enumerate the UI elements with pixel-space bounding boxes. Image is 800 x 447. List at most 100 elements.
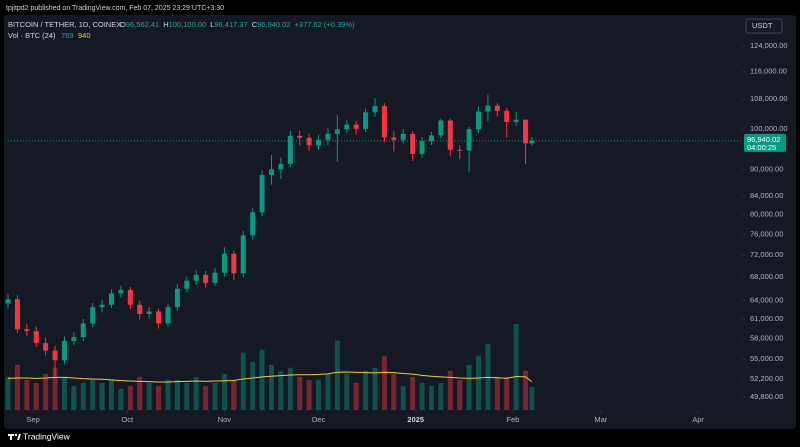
candle-body	[494, 105, 500, 111]
candle-body	[43, 343, 49, 351]
volume-bar	[24, 379, 30, 410]
candle-body	[24, 329, 30, 332]
candle-body	[71, 337, 77, 342]
volume-bar	[457, 379, 463, 410]
chart-title: BITCOIN / TETHER, 1D, COINEX	[8, 20, 121, 29]
volume-bar	[428, 385, 434, 410]
chart-panel	[4, 15, 796, 429]
volume-bar	[447, 370, 453, 410]
volume-bar	[5, 376, 11, 410]
candle-body	[193, 274, 199, 281]
volume-bar	[485, 343, 491, 410]
candle-body	[212, 272, 218, 283]
volume-bar	[372, 367, 378, 410]
volume-bar	[118, 388, 124, 410]
volume-bar	[250, 361, 256, 410]
volume-bar	[504, 376, 510, 410]
published-note: tpjitpd2 published on TradingView.com, F…	[6, 5, 224, 12]
ohlc-value: 96,940.02	[257, 20, 290, 29]
y-tick-label: 55,000.00	[750, 354, 783, 363]
volume-bar	[278, 370, 284, 410]
volume-bar	[80, 382, 86, 410]
y-tick-label: 52,200.00	[750, 374, 783, 383]
ohlc-legend: O 96,562.41 H 100,100.00 L 96,417.37 C 96,940.0…	[120, 20, 355, 29]
candle-body	[203, 274, 209, 283]
volume-bar	[325, 373, 331, 410]
x-tick-label: Feb	[507, 415, 520, 424]
volume-bar	[221, 373, 227, 410]
candle-body	[14, 299, 20, 330]
candle-body	[438, 120, 444, 136]
volume-title: Vol · BTC (24)	[8, 31, 56, 40]
candle-body	[419, 140, 425, 154]
y-tick-label: 64,000.00	[750, 296, 783, 305]
volume-bar	[165, 379, 171, 410]
candle-body	[372, 106, 378, 113]
x-tick-label: Apr	[692, 415, 704, 424]
volume-bar	[287, 367, 293, 410]
candle-body	[381, 106, 387, 138]
volume-bar	[334, 340, 340, 410]
volume-bar	[523, 370, 529, 410]
candle-body	[316, 139, 322, 146]
candle-body	[485, 105, 491, 112]
candle-body	[5, 299, 11, 304]
candle-body	[137, 304, 143, 314]
volume-bar	[438, 382, 444, 410]
candle-body	[221, 253, 227, 273]
candle-body	[259, 174, 265, 213]
volume-bar	[259, 349, 265, 410]
last-price-box	[744, 133, 786, 152]
volume-bar	[137, 376, 143, 410]
volume-bar	[61, 376, 67, 410]
y-tick-label: 84,000.00	[750, 191, 783, 200]
y-tick-label: 76,000.00	[750, 229, 783, 238]
ohlc-label: L	[210, 20, 214, 29]
volume-bar	[466, 364, 472, 410]
volume-bar	[381, 355, 387, 410]
candle-body	[504, 110, 510, 122]
volume-bar	[391, 373, 397, 410]
candle-body	[363, 112, 369, 129]
volume-bar	[33, 382, 39, 410]
volume-last: 769	[61, 31, 74, 40]
volume-bar	[193, 376, 199, 410]
candle-body	[457, 149, 463, 151]
candle-body	[240, 235, 246, 274]
candle-body	[287, 135, 293, 164]
y-tick-label: 58,000.00	[750, 333, 783, 342]
ohlc-label: O	[120, 20, 126, 29]
y-tick-label: 124,000.00	[750, 41, 788, 50]
candle-body	[99, 304, 105, 308]
candle-body	[306, 137, 312, 146]
candle-body	[428, 135, 434, 141]
y-tick-label: 116,000.00	[750, 67, 787, 76]
x-tick-label: Nov	[218, 415, 232, 424]
volume-bar	[410, 376, 416, 410]
volume-bar	[476, 355, 482, 410]
candle-body	[466, 129, 472, 151]
y-tick-label: 100,000.00	[750, 124, 788, 133]
volume-bar	[529, 386, 535, 410]
candle-body	[344, 124, 350, 130]
candle-body	[118, 289, 124, 294]
x-tick-label: Mar	[594, 415, 607, 424]
candle-body	[146, 311, 152, 314]
currency-box[interactable]	[745, 18, 783, 34]
candle-body	[109, 293, 115, 305]
candle-body	[90, 307, 96, 324]
y-tick-label: 61,000.00	[750, 314, 783, 323]
y-tick-label: 80,000.00	[750, 210, 783, 219]
volume-bar	[52, 367, 58, 410]
candle-body	[529, 140, 535, 144]
currency[interactable]: USDT	[752, 21, 773, 30]
brand: TradingView	[23, 431, 71, 441]
y-tick-label: 90,000.00	[750, 164, 783, 173]
ohlc-value: 100,100.00	[169, 20, 207, 29]
candle-body	[127, 289, 133, 305]
volume-bar	[363, 370, 369, 410]
x-tick-label: Dec	[312, 415, 326, 424]
volume-bar	[203, 385, 209, 410]
volume-bar	[494, 376, 500, 410]
